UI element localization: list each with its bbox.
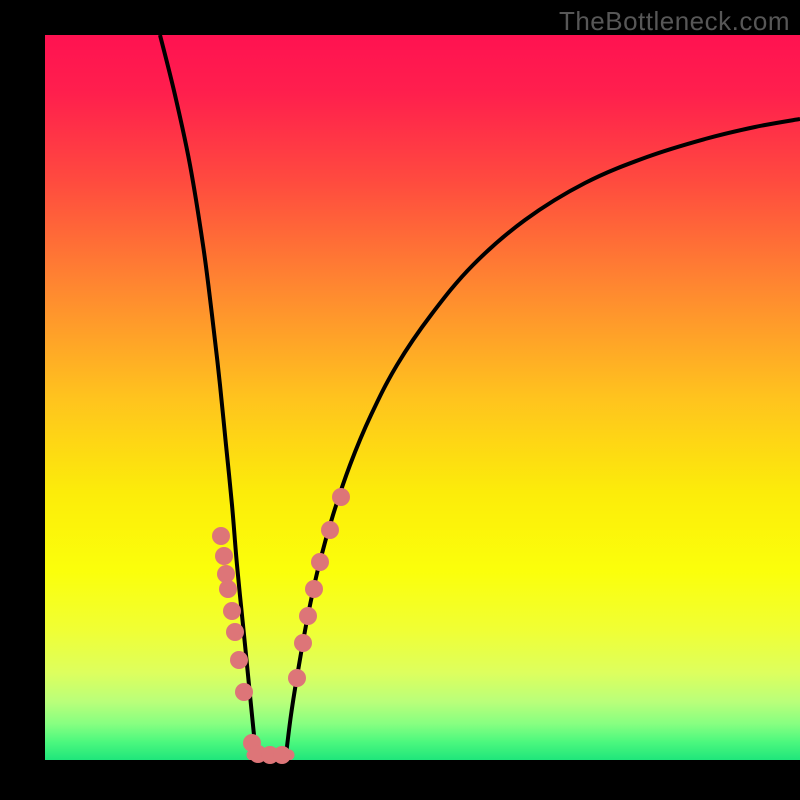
gradient-background [45, 35, 800, 760]
chart-root: { "watermark": { "text": "TheBottleneck.… [0, 0, 800, 800]
watermark-label: TheBottleneck.com [559, 6, 790, 37]
plot-area [45, 35, 800, 760]
